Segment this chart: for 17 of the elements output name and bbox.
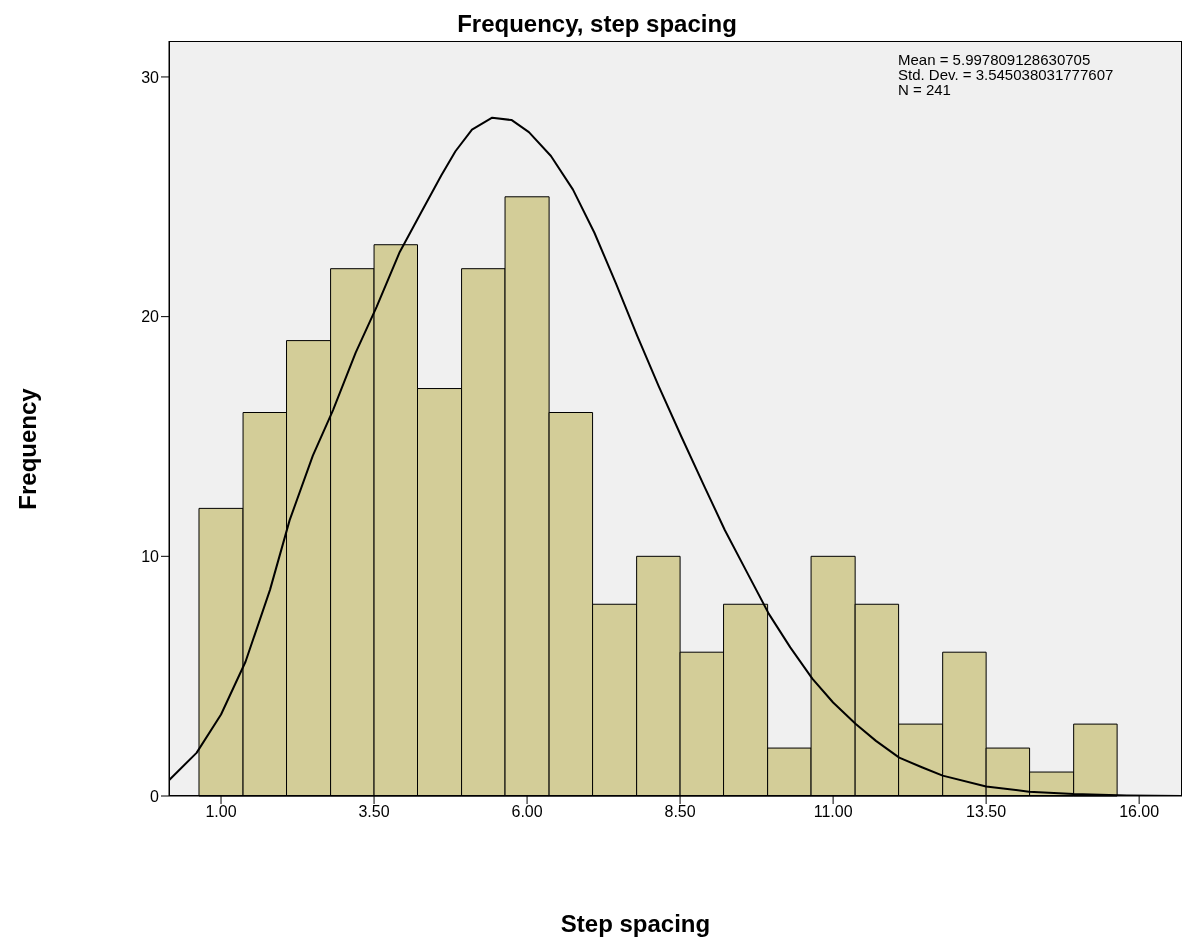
- annotation: Std. Dev. = 3.545038031777607: [898, 66, 1114, 83]
- y-tick-label: 20: [141, 308, 160, 326]
- x-axis-title: Step spacing: [559, 910, 712, 938]
- y-tick-label: 10: [141, 548, 160, 565]
- x-tick-label: 6.00: [511, 803, 543, 821]
- x-tick-label: 13.50: [966, 803, 1007, 821]
- x-tick-label: 3.50: [358, 803, 390, 821]
- x-tick-label: 1.00: [205, 803, 237, 821]
- chart-title: Frequency, step spacing: [456, 10, 738, 38]
- annotation: Mean = 5.997809128630705: [898, 51, 1092, 68]
- y-tick-label: 0: [150, 787, 160, 805]
- x-tick-label: 8.50: [664, 803, 696, 821]
- annotation: N = 241: [898, 81, 952, 98]
- y-tick-label: 30: [141, 68, 160, 86]
- y-axis-title: Frequency: [14, 387, 42, 510]
- x-tick-label: 16.00: [1119, 803, 1160, 821]
- x-tick-label: 11.00: [813, 803, 853, 821]
